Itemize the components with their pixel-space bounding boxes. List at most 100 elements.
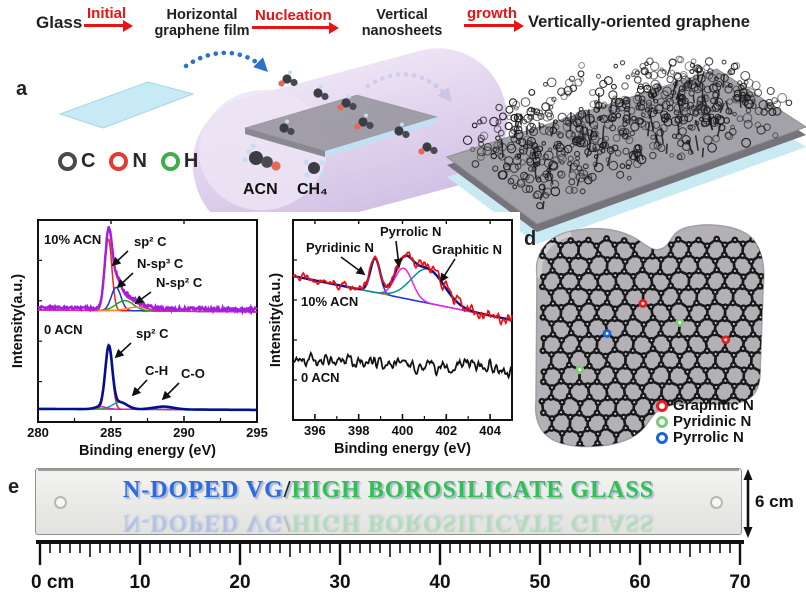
molecule [418, 138, 438, 155]
sample-title-slash: / [283, 477, 292, 503]
step-result: Vertically-oriented graphene [528, 13, 750, 31]
vertical-line2: nanosheets [361, 23, 443, 40]
ruler-number: 40 [429, 572, 450, 593]
y-axis-label: Intensity(a.u.) [268, 273, 284, 367]
y-axis-label: Intensity(a.u.) [10, 274, 26, 368]
panel-label-a: a [16, 78, 28, 100]
film-line1: Horizontal [166, 7, 238, 23]
xps-c1s-svg: 280 285 290 295 Binding energy (eV) Intensity… [10, 219, 268, 459]
mount-hole-left [54, 496, 67, 509]
group-label: 10% ACN [301, 294, 358, 309]
molecule [313, 84, 329, 101]
glass-sample-photo: N-DOPED VG/HIGH BOROSILICATE GLASS N-DOP… [35, 468, 742, 536]
atom-symbol: H [183, 150, 199, 172]
atom-symbol: N [132, 150, 147, 172]
x-axis-label: Binding energy (eV) [79, 443, 216, 459]
peak-annotation: Pyrrolic N [380, 224, 441, 239]
plot-frame [37, 219, 258, 423]
legend-label: Pyridinic N [673, 413, 752, 430]
molecule [394, 122, 410, 139]
raw-curve [37, 226, 259, 316]
legend-pyridinic-n: Pyridinic N [656, 413, 754, 430]
gas-molecules [242, 70, 438, 178]
sample-title-green-reflection: HIGH BOROSILICATE GLASS [291, 510, 655, 536]
molecule [354, 113, 374, 130]
atom-legend: C N H [58, 150, 198, 173]
x-tick-label: 290 [173, 425, 195, 440]
step-horizontal-film: Horizontal graphene film [147, 7, 257, 39]
ruler: 0 cm 10 20 30 40 50 60 70 [31, 540, 751, 593]
acn-label: ACN [243, 181, 278, 198]
sample-title-reflection: N-DOPED VG/HIGH BOROSILICATE GLASS [36, 509, 741, 536]
x-axis-label: Binding energy (eV) [334, 441, 471, 457]
xps-n1s-svg: 396 398 400 402 404 Binding energy (eV) Intens… [268, 219, 513, 457]
x-tick-label: 400 [392, 423, 414, 438]
atom-symbol: C [81, 150, 96, 172]
group-label: 10% ACN [44, 232, 101, 247]
sample-title-blue-reflection: N-DOPED VG [122, 510, 284, 536]
x-tick-label: 295 [246, 425, 268, 440]
height-arrow [743, 469, 753, 538]
legend-label: Graphitic N [673, 397, 754, 414]
ruler-number: 30 [329, 572, 350, 593]
vertical-line1: Vertical [376, 7, 428, 23]
ruler-number: 70 [729, 572, 750, 593]
legend-item-n: N [109, 150, 147, 173]
raw-curve [292, 350, 513, 380]
peak-annotation: sp² C [134, 234, 167, 249]
legend-pyrrolic-n: Pyrrolic N [656, 429, 754, 446]
film-line2: graphene film [154, 23, 250, 40]
ruler-number: 0 cm [31, 572, 74, 593]
panel-label-e: e [8, 476, 20, 498]
group-label: 0 ACN [301, 370, 340, 385]
molecule [279, 119, 295, 136]
x-tick-label: 280 [27, 425, 49, 440]
xps-n1s-chart: 396 398 400 402 404 Binding energy (eV) Intens… [268, 212, 520, 460]
x-tick-label: 285 [100, 425, 122, 440]
ch4-label: CH₄ [297, 181, 328, 198]
raw-curve [292, 251, 513, 327]
tube-substrate [243, 94, 439, 157]
ruler-number: 50 [529, 572, 550, 593]
peak-annotation: Graphitic N [432, 242, 502, 257]
group-label: 0 ACN [44, 322, 83, 337]
sample-title: N-DOPED VG/HIGH BOROSILICATE GLASS [123, 477, 654, 504]
legend-graphitic-n: Graphitic N [656, 397, 754, 414]
molecule [278, 70, 298, 87]
dotted-arrow-1 [183, 50, 269, 73]
nitrogen-atom-icon [109, 152, 129, 171]
step-vertical-nanosheets: Vertical nanosheets [352, 7, 452, 39]
hydrogen-atom-icon [160, 152, 180, 171]
envelope-curve [38, 343, 257, 412]
panel-label-d: d [524, 228, 537, 250]
ruler-number: 20 [229, 572, 250, 593]
mount-hole-right [710, 496, 723, 509]
x-tick-label: 402 [435, 423, 457, 438]
ch4-molecule [303, 159, 325, 178]
graphene-lattice [538, 235, 764, 447]
peak-annotation: C-H [145, 363, 168, 378]
legend-item-c: C [58, 150, 95, 173]
carbon-atom-icon [58, 152, 77, 171]
xps-c1s-chart: 280 285 290 295 Binding energy (eV) Intensity… [10, 212, 268, 460]
vg-render [445, 55, 806, 244]
peak-annotation: N-sp² C [156, 275, 203, 290]
ruler-number: 10 [129, 572, 150, 593]
arrow-growth: growth [464, 5, 524, 31]
legend-label: Pyrrolic N [673, 429, 744, 446]
peak-annotation: sp² C [136, 326, 169, 341]
graphene-mesh [462, 55, 793, 210]
step-glass: Glass [36, 13, 83, 32]
peak-annotation: C-O [181, 366, 205, 381]
nitrogen-type-legend: Graphitic N Pyridinic N Pyrrolic N [656, 397, 754, 446]
legend-item-h: H [160, 150, 199, 173]
x-tick-label: 404 [479, 423, 501, 438]
ruler-number: 60 [629, 572, 650, 593]
x-tick-label: 396 [304, 423, 326, 438]
pyrrolic-n-icon [656, 431, 668, 444]
acn-molecule [242, 143, 281, 171]
x-tick-label: 398 [348, 423, 370, 438]
glass-pane [58, 81, 195, 129]
